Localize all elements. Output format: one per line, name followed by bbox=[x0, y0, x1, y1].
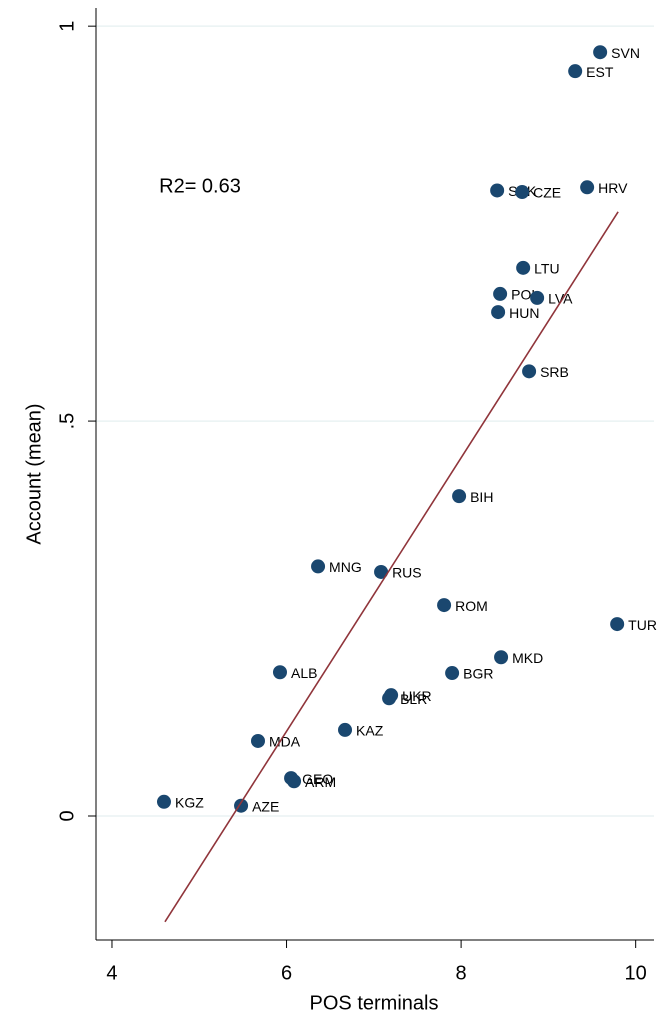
y-tick-label: .5 bbox=[56, 413, 78, 430]
point-label: SRB bbox=[540, 364, 569, 380]
point-label: HUN bbox=[509, 305, 539, 321]
point-label: GEO bbox=[302, 771, 333, 787]
point-label: KGZ bbox=[175, 794, 204, 810]
point-label: LVA bbox=[548, 291, 573, 307]
point bbox=[610, 617, 625, 632]
point-label: KAZ bbox=[356, 723, 384, 739]
fit-line bbox=[164, 211, 619, 923]
point-label: BIH bbox=[470, 489, 493, 505]
point bbox=[287, 774, 302, 789]
point-label: TUR bbox=[628, 617, 657, 633]
point bbox=[445, 666, 460, 681]
x-tick-label: 8 bbox=[456, 962, 467, 984]
y-tick-label: 1 bbox=[56, 21, 78, 32]
x-axis-title: POS terminals bbox=[310, 992, 439, 1014]
point-label: MDA bbox=[269, 734, 301, 750]
x-tick-label: 6 bbox=[281, 962, 292, 984]
point bbox=[580, 180, 595, 195]
point bbox=[382, 691, 397, 706]
point bbox=[568, 64, 583, 79]
point-label: ALB bbox=[291, 665, 317, 681]
point bbox=[493, 286, 508, 301]
point bbox=[515, 185, 530, 200]
point bbox=[593, 45, 608, 60]
point bbox=[530, 290, 545, 305]
point-label: AZE bbox=[252, 798, 279, 814]
point-label: SVN bbox=[611, 45, 640, 61]
point bbox=[522, 364, 537, 379]
point bbox=[374, 564, 389, 579]
point bbox=[516, 260, 531, 275]
point-label: ROM bbox=[455, 598, 488, 614]
point-label: UKR bbox=[402, 688, 432, 704]
point-label: RUS bbox=[392, 565, 422, 581]
point bbox=[491, 305, 506, 320]
point bbox=[250, 733, 265, 748]
x-tick-label: 4 bbox=[106, 962, 117, 984]
y-tick-label: 0 bbox=[56, 810, 78, 821]
point bbox=[272, 665, 287, 680]
point-label: BGR bbox=[463, 666, 493, 682]
point bbox=[338, 722, 353, 737]
point bbox=[437, 598, 452, 613]
point bbox=[311, 559, 326, 574]
point bbox=[490, 183, 505, 198]
point bbox=[156, 794, 171, 809]
x-tick-label: 10 bbox=[625, 962, 647, 984]
point bbox=[452, 489, 467, 504]
y-axis-title: Account (mean) bbox=[23, 403, 45, 544]
point-label: BLR bbox=[400, 691, 427, 707]
point-label: MKD bbox=[512, 650, 543, 666]
point-label: EST bbox=[586, 64, 614, 80]
annotation: R2= 0.63 bbox=[159, 175, 241, 197]
point-label: CZE bbox=[533, 185, 561, 201]
point-label: ARM bbox=[305, 774, 336, 790]
point-label: LTU bbox=[534, 261, 559, 277]
point-label: HRV bbox=[598, 180, 628, 196]
point bbox=[494, 650, 509, 665]
point-label: MNG bbox=[329, 559, 362, 575]
